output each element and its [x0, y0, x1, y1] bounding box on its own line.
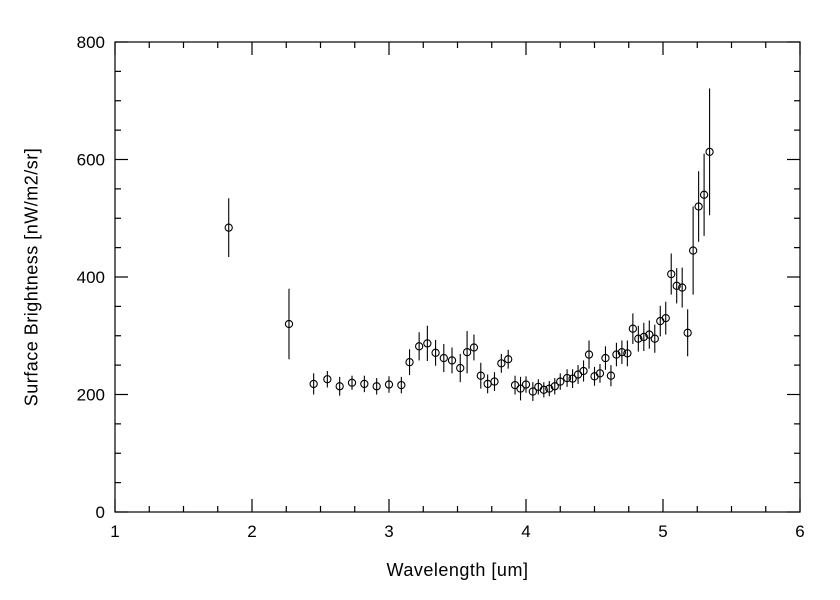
- x-tick-label: 4: [521, 522, 530, 541]
- plot-frame: [114, 41, 801, 513]
- data-point: [650, 334, 659, 343]
- data-point: [490, 377, 499, 386]
- data-point: [539, 385, 548, 394]
- data-point: [694, 202, 703, 211]
- data-point: [431, 348, 440, 357]
- data-point: [688, 246, 698, 255]
- data-point: [661, 313, 670, 323]
- y-tick-label: 600: [77, 151, 105, 170]
- data-point: [521, 380, 531, 389]
- data-point: [504, 355, 513, 364]
- data-point: [612, 350, 621, 359]
- data-series: [224, 88, 714, 401]
- y-axis-label: Surface Brightness [nW/m2/sr]: [21, 147, 42, 407]
- data-point: [617, 348, 627, 357]
- data-point: [579, 366, 588, 376]
- x-tick-label: 5: [658, 522, 667, 541]
- data-point: [562, 373, 572, 383]
- x-tick-label: 6: [795, 522, 804, 541]
- data-point: [309, 379, 318, 389]
- data-point: [323, 375, 332, 384]
- x-tick-label: 2: [247, 522, 256, 541]
- x-tick-label: 3: [384, 522, 393, 541]
- data-point: [384, 380, 394, 389]
- data-point: [516, 384, 525, 393]
- axis-ticks: [114, 41, 801, 513]
- data-point: [447, 356, 457, 365]
- y-tick-label: 0: [96, 503, 105, 522]
- data-point: [584, 350, 594, 359]
- data-point: [439, 353, 448, 363]
- data-point: [423, 339, 432, 348]
- data-point: [497, 359, 506, 368]
- data-point: [623, 349, 632, 358]
- data-point: [556, 377, 565, 386]
- data-point: [699, 190, 709, 199]
- data-point: [360, 379, 369, 389]
- data-point: [284, 319, 294, 329]
- data-point: [347, 378, 357, 387]
- data-point: [469, 343, 479, 352]
- data-point: [462, 348, 472, 357]
- data-point: [639, 332, 648, 342]
- y-tick-label: 800: [77, 33, 105, 52]
- data-point: [414, 342, 424, 351]
- data-point: [568, 374, 577, 383]
- tick-labels: 1 2 3 4 5 6 0 200 400 600 800: [77, 33, 805, 541]
- data-point: [601, 353, 610, 363]
- data-point: [595, 369, 605, 378]
- data-point: [678, 283, 687, 292]
- data-point: [628, 324, 638, 333]
- data-point: [705, 147, 714, 157]
- x-tick-label: 1: [110, 522, 119, 541]
- data-point: [606, 371, 616, 380]
- data-point: [667, 269, 676, 279]
- data-point: [372, 382, 381, 391]
- data-point: [672, 281, 681, 290]
- data-point: [634, 334, 643, 343]
- data-point: [335, 382, 344, 391]
- data-point: [397, 380, 406, 390]
- data-point: [224, 223, 233, 232]
- y-tick-label: 400: [77, 268, 105, 287]
- data-point: [528, 387, 537, 396]
- data-point: [550, 382, 559, 391]
- data-point: [405, 358, 414, 367]
- x-axis-label: Wavelength [um]: [386, 560, 529, 580]
- y-tick-label: 200: [77, 386, 105, 405]
- data-point: [456, 363, 465, 373]
- data-point: [683, 328, 692, 337]
- data-point: [645, 330, 654, 339]
- data-point: [545, 384, 554, 393]
- data-point: [476, 371, 485, 380]
